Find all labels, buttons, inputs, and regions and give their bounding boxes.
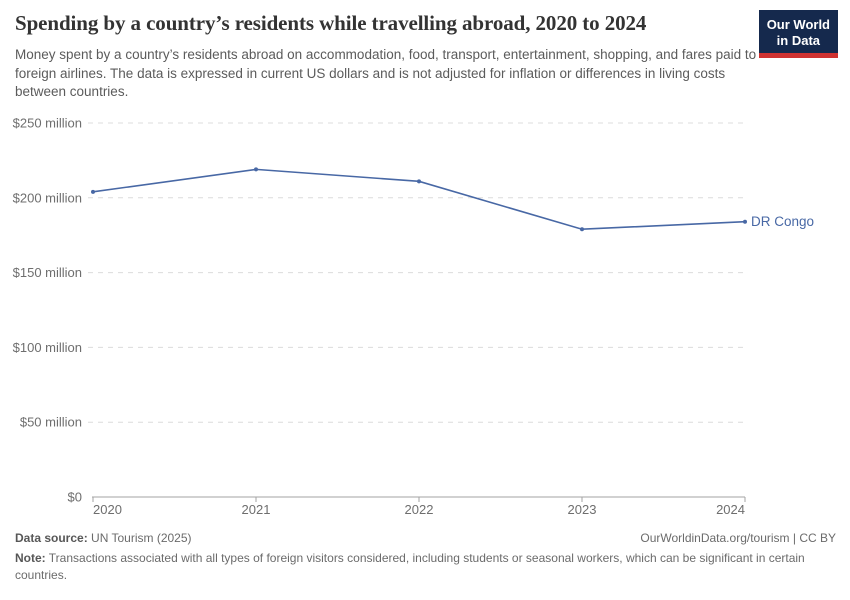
page-title: Spending by a country’s residents while … [15, 11, 647, 35]
series-label[interactable]: DR Congo [751, 214, 814, 229]
note: Note: Transactions associated with all t… [15, 550, 836, 584]
x-tick-label: 2022 [405, 502, 434, 517]
owid-logo-line1: Our World [766, 17, 830, 32]
source-row: Data source: UN Tourism (2025) OurWorldi… [15, 531, 836, 545]
note-text: Transactions associated with all types o… [15, 551, 805, 582]
y-tick-label: $200 million [13, 190, 82, 205]
data-source-text[interactable]: UN Tourism (2025) [87, 531, 192, 545]
owid-logo-line2: in Data [776, 32, 821, 48]
x-tick-label: 2023 [568, 502, 597, 517]
data-source-label: Data source: [15, 531, 88, 545]
owid-logo[interactable]: Our World in Data [758, 10, 838, 59]
chart-subtitle: Money spent by a country’s residents abr… [15, 47, 757, 100]
data-source: Data source: UN Tourism (2025) [15, 531, 192, 545]
data-line[interactable] [92, 168, 746, 231]
x-tick-label: 2021 [242, 502, 271, 517]
x-tick-label: 2020 [93, 502, 122, 517]
y-tick-label: $100 million [13, 340, 82, 355]
data-point[interactable] [743, 219, 747, 224]
data-point[interactable] [417, 179, 421, 184]
attribution[interactable]: OurWorldinData.org/tourism | CC BY [640, 531, 836, 545]
chart-footer: Data source: UN Tourism (2025) OurWorldi… [15, 531, 836, 584]
data-point[interactable] [91, 189, 95, 194]
y-tick-label: $0 [68, 490, 82, 505]
data-point[interactable] [254, 167, 258, 172]
y-tick-label: $50 million [20, 415, 82, 430]
data-point[interactable] [580, 227, 584, 232]
note-label: Note: [15, 551, 46, 565]
y-tick-label: $250 million [13, 116, 82, 131]
x-tick-label: 2024 [716, 502, 745, 517]
y-tick-label: $150 million [13, 265, 82, 280]
